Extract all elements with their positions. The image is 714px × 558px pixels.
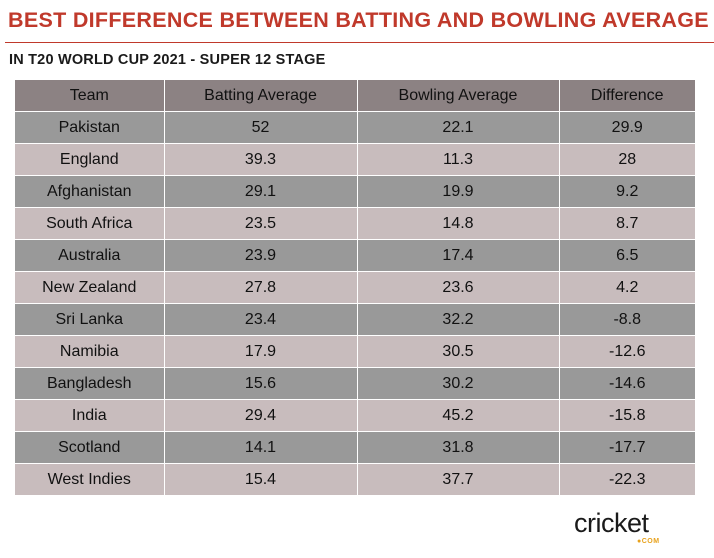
difference-cell: -17.7 (559, 431, 695, 464)
team-cell: Bangladesh (15, 367, 165, 400)
team-cell: India (15, 399, 165, 432)
batting-average-cell: 15.6 (164, 367, 358, 400)
bowling-average-cell: 11.3 (357, 143, 560, 176)
team-cell: England (15, 143, 165, 176)
table-row: Australia 23.9 17.4 6.5 (15, 239, 695, 272)
team-cell: West Indies (15, 463, 165, 496)
table-row: Afghanistan 29.1 19.9 9.2 (15, 175, 695, 208)
table-body: Pakistan 52 22.1 29.9 England 39.3 11.3 28 Afgha… (15, 111, 695, 496)
batting-average-cell: 17.9 (164, 335, 358, 368)
table-row: Namibia 17.9 30.5 -12.6 (15, 335, 695, 368)
bowling-average-cell: 31.8 (357, 431, 560, 464)
difference-cell: -22.3 (559, 463, 695, 496)
table-row: New Zealand 27.8 23.6 4.2 (15, 271, 695, 304)
bowling-average-cell: 37.7 (357, 463, 560, 496)
batting-average-cell: 14.1 (164, 431, 358, 464)
batting-average-cell: 29.1 (164, 175, 358, 208)
team-cell: Australia (15, 239, 165, 272)
batting-average-cell: 39.3 (164, 143, 358, 176)
cricket-com-logo: cricket ●COM (574, 508, 686, 545)
batting-average-cell: 52 (164, 111, 358, 144)
difference-cell: -12.6 (559, 335, 695, 368)
difference-cell: 28 (559, 143, 695, 176)
logo-domain: ●COM (637, 538, 660, 545)
bowling-average-cell: 30.2 (357, 367, 560, 400)
table-row: India 29.4 45.2 -15.8 (15, 399, 695, 432)
table-row: Scotland 14.1 31.8 -17.7 (15, 431, 695, 464)
difference-cell: -14.6 (559, 367, 695, 400)
batting-average-cell: 23.5 (164, 207, 358, 240)
team-cell: Afghanistan (15, 175, 165, 208)
chart-title: BEST DIFFERENCE BETWEEN BATTING AND BOWL… (8, 8, 709, 32)
bowling-average-cell: 32.2 (357, 303, 560, 336)
difference-cell: -15.8 (559, 399, 695, 432)
title-divider (5, 42, 714, 43)
difference-cell: 29.9 (559, 111, 695, 144)
header-bowling-average: Bowling Average (357, 80, 560, 112)
table-row: Pakistan 52 22.1 29.9 (15, 111, 695, 144)
batting-average-cell: 29.4 (164, 399, 358, 432)
team-cell: South Africa (15, 207, 165, 240)
table-row: Bangladesh 15.6 30.2 -14.6 (15, 367, 695, 400)
header-team: Team (15, 80, 165, 112)
bowling-average-cell: 19.9 (357, 175, 560, 208)
team-cell: Pakistan (15, 111, 165, 144)
header-difference: Difference (559, 80, 695, 112)
table-row: England 39.3 11.3 28 (15, 143, 695, 176)
team-cell: Scotland (15, 431, 165, 464)
team-cell: Sri Lanka (15, 303, 165, 336)
batting-average-cell: 23.9 (164, 239, 358, 272)
table-row: South Africa 23.5 14.8 8.7 (15, 207, 695, 240)
bowling-average-cell: 22.1 (357, 111, 560, 144)
chart-subtitle: IN T20 WORLD CUP 2021 - SUPER 12 STAGE (9, 52, 326, 68)
batting-average-cell: 15.4 (164, 463, 358, 496)
difference-cell: 4.2 (559, 271, 695, 304)
batting-average-cell: 23.4 (164, 303, 358, 336)
difference-cell: 8.7 (559, 207, 695, 240)
bowling-average-cell: 30.5 (357, 335, 560, 368)
difference-cell: 6.5 (559, 239, 695, 272)
stats-table: Team Batting Average Bowling Average Dif… (15, 80, 695, 496)
bowling-average-cell: 45.2 (357, 399, 560, 432)
difference-cell: -8.8 (559, 303, 695, 336)
team-cell: New Zealand (15, 271, 165, 304)
header-batting-average: Batting Average (164, 80, 358, 112)
bowling-average-cell: 23.6 (357, 271, 560, 304)
table-row: West Indies 15.4 37.7 -22.3 (15, 463, 695, 496)
difference-cell: 9.2 (559, 175, 695, 208)
team-cell: Namibia (15, 335, 165, 368)
logo-wordmark: cricket (574, 508, 649, 538)
batting-average-cell: 27.8 (164, 271, 358, 304)
bowling-average-cell: 17.4 (357, 239, 560, 272)
table-row: Sri Lanka 23.4 32.2 -8.8 (15, 303, 695, 336)
bowling-average-cell: 14.8 (357, 207, 560, 240)
table-header-row: Team Batting Average Bowling Average Dif… (15, 80, 695, 112)
